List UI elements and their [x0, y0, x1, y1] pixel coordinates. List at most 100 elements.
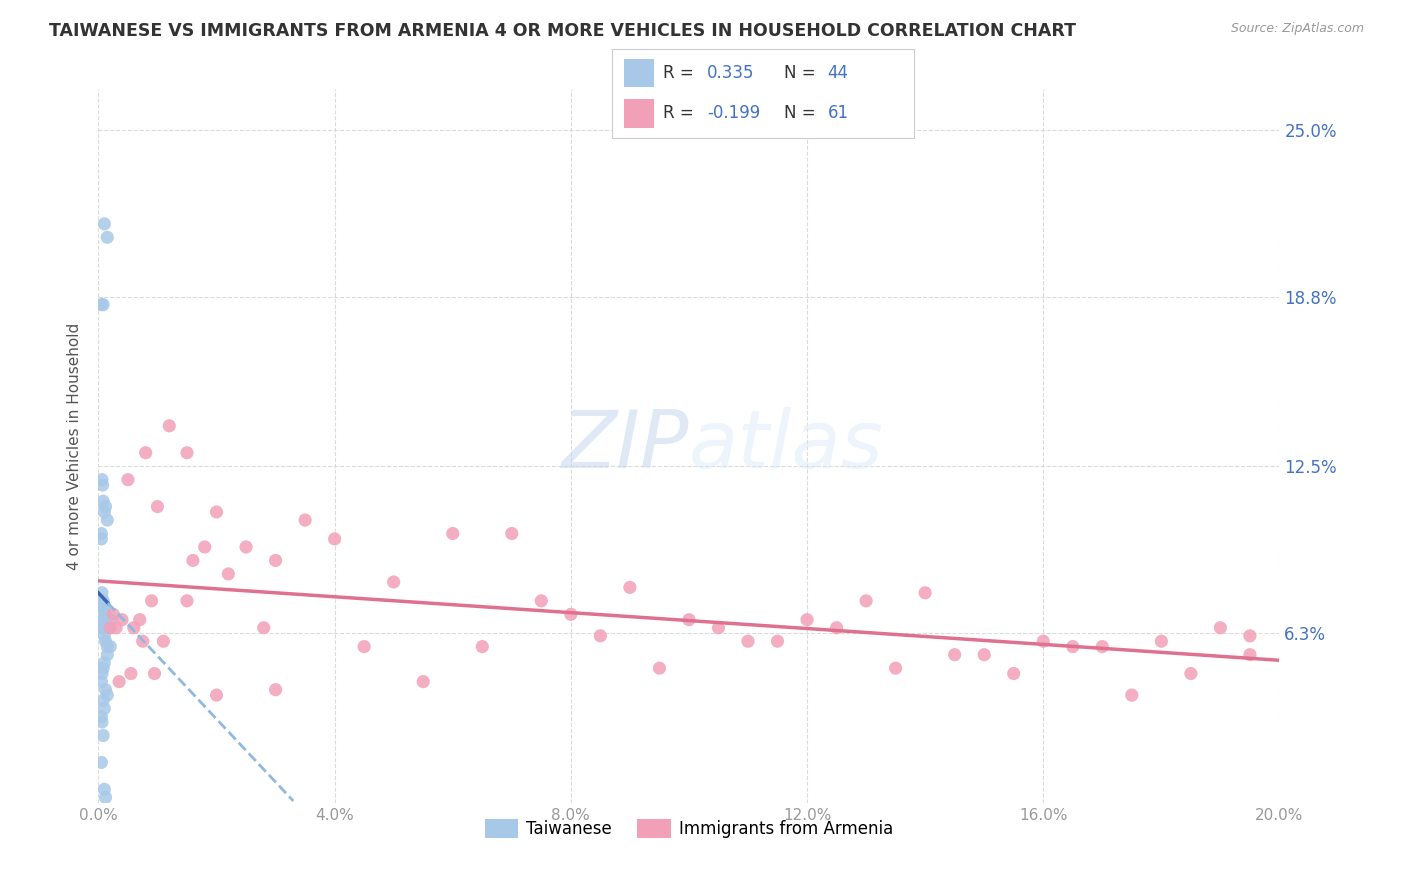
Point: [412, 674, 434, 689]
Point: [91, 661, 114, 675]
Point: [707, 621, 730, 635]
Point: [94, 500, 117, 514]
Point: [93, 613, 115, 627]
Point: [1209, 621, 1232, 635]
Point: [91, 621, 114, 635]
Text: 61: 61: [828, 104, 849, 122]
Point: [98, 621, 121, 635]
Point: [737, 634, 759, 648]
Point: [194, 540, 217, 554]
Point: [105, 621, 128, 635]
Point: [93, 217, 115, 231]
Legend: Taiwanese, Immigrants from Armenia: Taiwanese, Immigrants from Armenia: [478, 812, 900, 845]
Point: [96, 230, 118, 244]
Point: [855, 594, 877, 608]
Point: [93, 602, 115, 616]
Point: [94, 682, 117, 697]
Point: [1002, 666, 1025, 681]
Point: [90, 526, 112, 541]
Point: [91, 714, 114, 729]
Point: [530, 594, 553, 608]
Point: [94, 634, 117, 648]
Text: atlas: atlas: [689, 407, 884, 485]
Point: [111, 613, 134, 627]
Point: [294, 513, 316, 527]
Point: [146, 500, 169, 514]
Point: [353, 640, 375, 654]
Point: [1239, 629, 1261, 643]
Text: N =: N =: [785, 64, 821, 82]
Point: [382, 574, 405, 589]
Text: R =: R =: [664, 64, 699, 82]
Point: [141, 594, 163, 608]
Text: -0.199: -0.199: [707, 104, 761, 122]
Point: [93, 701, 115, 715]
Point: [120, 666, 142, 681]
Text: N =: N =: [785, 104, 821, 122]
Point: [1180, 666, 1202, 681]
Point: [235, 540, 257, 554]
Y-axis label: 4 or more Vehicles in Household: 4 or more Vehicles in Household: [67, 322, 83, 570]
Point: [264, 682, 287, 697]
Point: [98, 621, 121, 635]
Point: [117, 473, 139, 487]
Point: [94, 790, 117, 805]
Point: [90, 756, 112, 770]
Point: [91, 478, 114, 492]
Point: [94, 607, 117, 622]
Point: [93, 505, 115, 519]
Point: [91, 693, 114, 707]
Point: [90, 532, 112, 546]
Point: [914, 586, 936, 600]
Point: [98, 613, 121, 627]
Point: [176, 446, 198, 460]
Point: [93, 656, 115, 670]
Point: [441, 526, 464, 541]
Point: [1032, 634, 1054, 648]
Point: [648, 661, 671, 675]
Point: [132, 634, 155, 648]
Point: [96, 513, 118, 527]
Point: [796, 613, 818, 627]
FancyBboxPatch shape: [624, 59, 654, 87]
Point: [93, 629, 115, 643]
Text: Source: ZipAtlas.com: Source: ZipAtlas.com: [1230, 22, 1364, 36]
Point: [96, 640, 118, 654]
Point: [766, 634, 789, 648]
Point: [91, 298, 114, 312]
Point: [91, 594, 114, 608]
Point: [1150, 634, 1173, 648]
Point: [91, 494, 114, 508]
Point: [176, 594, 198, 608]
Point: [205, 688, 228, 702]
Point: [264, 553, 287, 567]
Point: [157, 418, 180, 433]
Point: [93, 782, 115, 797]
Point: [90, 621, 112, 635]
Point: [96, 688, 118, 702]
Point: [90, 709, 112, 723]
Point: [589, 629, 612, 643]
Point: [678, 613, 700, 627]
Point: [152, 634, 174, 648]
Point: [91, 473, 114, 487]
FancyBboxPatch shape: [624, 99, 654, 128]
Point: [205, 505, 228, 519]
Point: [501, 526, 523, 541]
Point: [91, 666, 114, 681]
Text: 44: 44: [828, 64, 849, 82]
Point: [90, 298, 112, 312]
Point: [94, 607, 117, 622]
Text: 0.335: 0.335: [707, 64, 755, 82]
Point: [1062, 640, 1084, 654]
Point: [91, 586, 114, 600]
Point: [108, 674, 131, 689]
Point: [98, 640, 121, 654]
Point: [825, 621, 848, 635]
Point: [1091, 640, 1114, 654]
Point: [91, 594, 114, 608]
Point: [619, 580, 641, 594]
Point: [93, 602, 115, 616]
Point: [560, 607, 582, 622]
Point: [143, 666, 166, 681]
